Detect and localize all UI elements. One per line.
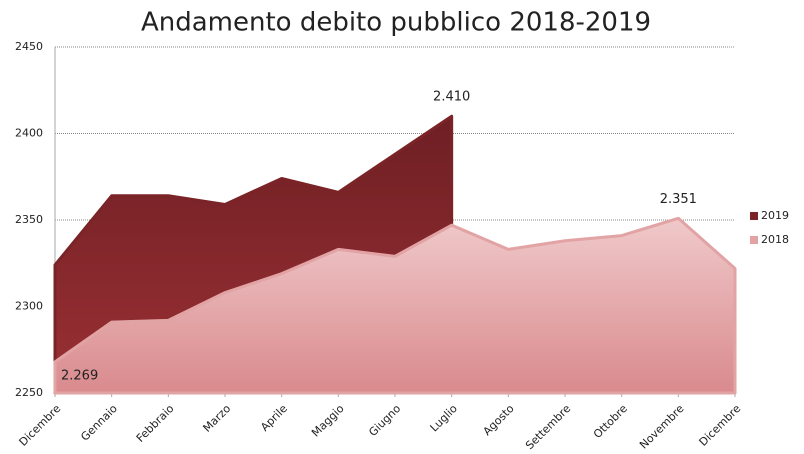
x-tick-label: Maggio [309, 402, 347, 440]
area [53, 216, 737, 395]
data-label: 2.269 [61, 368, 98, 383]
x-tick-label: Luglio [428, 402, 461, 435]
y-tick-label: 2450 [15, 40, 43, 53]
x-tick-label: Aprile [258, 402, 290, 434]
y-tick-label: 2350 [15, 213, 43, 226]
y-tick-label: 2400 [15, 127, 43, 140]
chart-title: Andamento debito pubblico 2018-2019 [141, 8, 651, 38]
x-tick-label: Ottobre [591, 402, 630, 441]
x-tick-label: Dicembre [697, 402, 744, 449]
y-tick-label: 2300 [15, 300, 43, 313]
x-tick-label: Marzo [201, 402, 234, 435]
x-tick-label: Gennaio [78, 402, 120, 444]
legend-label: 2018 [761, 233, 789, 246]
y-tick-label: 2250 [15, 386, 43, 399]
x-tick-label: Giugno [366, 402, 403, 439]
x-tick-label: Febbraio [134, 402, 177, 445]
x-tick-label: Novembre [637, 402, 687, 452]
legend-swatch [750, 236, 758, 244]
x-tick-label: Settembre [523, 402, 573, 452]
data-label: 2.351 [660, 192, 697, 207]
x-tick-label: Agosto [481, 402, 517, 438]
data-label: 2.410 [433, 90, 470, 105]
x-tick-label: Dicembre [17, 402, 64, 449]
legend-swatch [750, 212, 758, 220]
legend-label: 2019 [761, 209, 789, 222]
